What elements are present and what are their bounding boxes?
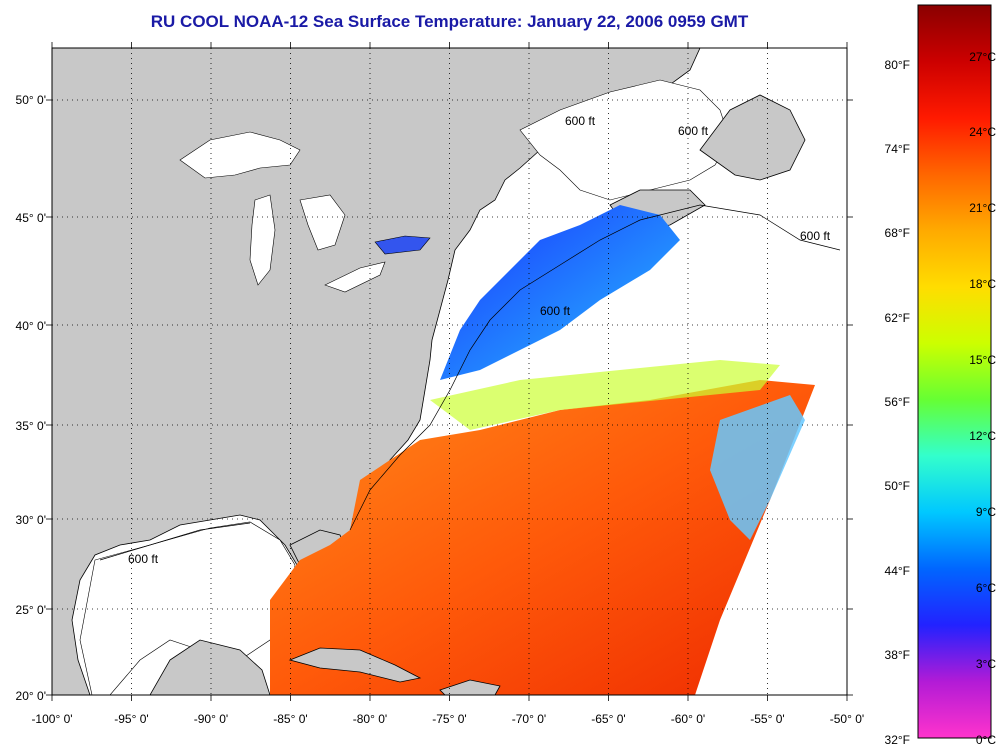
depth-contour (99, 204, 841, 561)
lake-ontario (374, 235, 431, 255)
colorbar-c-label: 3°C (976, 657, 996, 671)
land-cuba (288, 647, 422, 683)
contour-label: 600 ft (565, 114, 596, 128)
land-newfoundland (699, 94, 806, 181)
colorbar-c-label: 18°C (969, 277, 996, 291)
lon-label: -80° 0' (353, 712, 387, 726)
lat-label: 45° 0' (16, 211, 46, 225)
colorbar-c-label: 27°C (969, 50, 996, 64)
colorbar-c-label: 12°C (969, 429, 996, 443)
lon-label: -70° 0' (512, 712, 546, 726)
contour-label: 600 ft (678, 124, 709, 138)
lat-label: 30° 0' (16, 513, 46, 527)
colorbar (917, 4, 992, 739)
colorbar-c-label: 24°C (969, 125, 996, 139)
sst-cold-swath (440, 205, 680, 380)
lake-erie (324, 261, 386, 293)
colorbar-f-label: 38°F (885, 648, 910, 662)
longitude-labels: -100° 0' -95° 0' -90° 0' -85° 0' -80° 0'… (31, 712, 864, 726)
colorbar-c-label: 15°C (969, 353, 996, 367)
lon-label: -65° 0' (591, 712, 625, 726)
contour-label: 600 ft (128, 552, 159, 566)
lat-label: 25° 0' (16, 603, 46, 617)
colorbar-c-label: 0°C (976, 733, 996, 747)
colorbar-f-label: 74°F (885, 142, 910, 156)
lake-michigan (249, 194, 276, 286)
gulf-of-st-lawrence (519, 79, 731, 201)
lat-label: 35° 0' (16, 419, 46, 433)
graticule (46, 42, 853, 701)
contour-label: 600 ft (800, 229, 831, 243)
contour-label: 600 ft (540, 304, 571, 318)
sst-transition-band (430, 360, 780, 430)
map-frame (51, 47, 848, 696)
colorbar-f-label: 50°F (885, 479, 910, 493)
colorbar-f-label: 44°F (885, 564, 910, 578)
lon-label: -55° 0' (750, 712, 784, 726)
lon-label: -85° 0' (273, 712, 307, 726)
lat-label: 20° 0' (16, 689, 46, 703)
colorbar-f-label: 68°F (885, 226, 910, 240)
lat-label: 50° 0' (16, 93, 46, 107)
sst-warm-swath (270, 380, 815, 695)
lon-label: -50° 0' (830, 712, 864, 726)
land-hispaniola (439, 679, 501, 695)
colorbar-f-label: 56°F (885, 395, 910, 409)
colorbar-fahrenheit-labels: 80°F 74°F 68°F 62°F 56°F 50°F 44°F 38°F … (885, 58, 910, 747)
lon-label: -75° 0' (432, 712, 466, 726)
sst-cool-patch (710, 395, 805, 540)
lon-label: -100° 0' (31, 712, 72, 726)
lon-label: -90° 0' (194, 712, 228, 726)
colorbar-celsius-labels: 27°C 24°C 21°C 18°C 15°C 12°C 9°C 6°C 3°… (969, 50, 996, 747)
colorbar-c-label: 21°C (969, 201, 996, 215)
lake-superior (179, 131, 301, 179)
colorbar-f-label: 32°F (885, 733, 910, 747)
latitude-labels: 50° 0' 45° 0' 40° 0' 35° 0' 30° 0' 25° 0… (16, 93, 46, 703)
map-title: RU COOL NOAA-12 Sea Surface Temperature:… (150, 12, 749, 31)
lon-label: -60° 0' (671, 712, 705, 726)
lon-label: -95° 0' (114, 712, 148, 726)
colorbar-f-label: 62°F (885, 311, 910, 325)
colorbar-c-label: 9°C (976, 505, 996, 519)
land-yucatan (149, 639, 271, 695)
lat-label: 40° 0' (16, 319, 46, 333)
colorbar-f-label: 80°F (885, 58, 910, 72)
colorbar-c-label: 6°C (976, 581, 996, 595)
lake-huron (299, 194, 346, 251)
